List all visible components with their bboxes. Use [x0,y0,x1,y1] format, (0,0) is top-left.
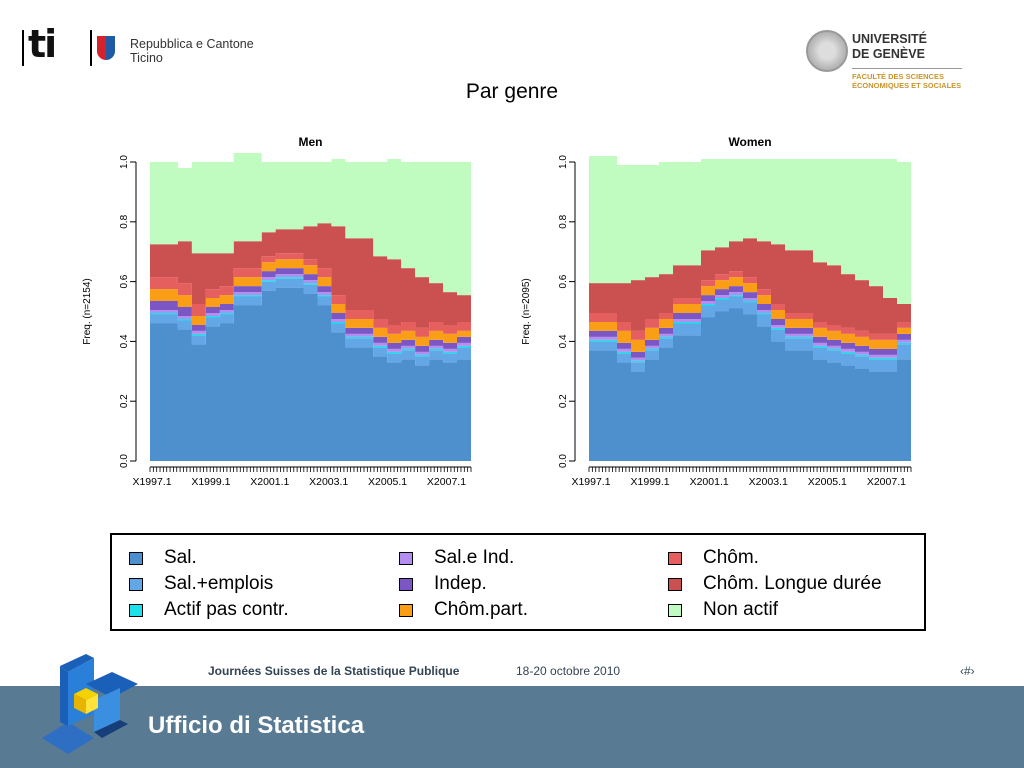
footer-date: 18-20 octobre 2010 [516,664,621,678]
men-area-chom-part [150,259,471,346]
men-y-tick-label: 0.2 [119,394,130,408]
legend-swatch [399,578,413,591]
legend-swatch [668,578,682,591]
women-area-sal-emplois [589,296,911,372]
men-area-actif-pas-contr [150,277,471,357]
men-area-sal [150,287,471,461]
men-area-chom-longue [150,223,471,328]
women-x-tick-label: X2005.1 [808,476,847,488]
footer-band [0,686,1024,768]
ticino-line2: Ticino [130,51,163,65]
women-area-sal [589,308,911,461]
unige-line4: ÉCONOMIQUES ET SOCIALES [852,81,962,90]
legend-label: Sal. [164,547,197,568]
charts-area: Men 0.0 0.2 0.4 0.6 0.8 1.0 Freq. (n=2154) X1997… [82,135,912,488]
women-x-tick-label: X2007.1 [867,476,906,488]
men-x-tick-label: X1997.1 [132,476,171,488]
women-x-tick-label: X2003.1 [749,476,788,488]
ticino-line1: Repubblica e Cantone [130,37,254,51]
logo-bar [22,30,24,66]
legend-swatch [399,604,413,617]
legend-swatch [399,552,413,565]
unige-faculty: FACULTÉ DES SCIENCES ÉCONOMIQUES ET SOCI… [852,72,961,90]
footer-page-number: ‹#› [960,664,975,678]
women-area-chom-longue [589,238,911,334]
women-area-indep [589,286,911,358]
legend-label: Chôm. Longue durée [703,573,882,594]
unige-seal-icon [806,30,848,72]
men-y-tick-label: 1.0 [119,155,130,169]
men-area-chom [150,253,471,337]
legend-swatch [129,578,143,591]
ustat-logo-icon [42,654,138,754]
men-y-tick-label: 0.8 [119,214,130,228]
legend-label: Non actif [703,599,778,620]
men-x-tick-label: X2007.1 [427,476,466,488]
legend-label: Actif pas contr. [164,599,289,620]
men-x-tick-label: X1999.1 [191,476,230,488]
legend-swatch [129,552,143,565]
women-area-non-actif [589,156,911,304]
ticino-shield-icon [97,36,115,60]
women-y-tick-label: 0.6 [558,274,569,288]
legend: Sal. Sal.+emplois Actif pas contr. Sal.e In… [110,533,926,631]
slide-title: Par genre [465,80,559,103]
women-y-tick-label: 1.0 [558,155,569,169]
men-chart-title: Men [299,135,323,149]
unige-rule [852,68,962,69]
ticino-logo-text: Repubblica e Cantone Ticino [130,37,254,65]
footer-conference: Journées Suisses de la Statistique Publi… [208,664,460,678]
legend-label: Chôm. [703,547,759,568]
legend-label: Chôm.part. [434,599,528,620]
unige-logo: UNIVERSITÉ DE GENÈVE FACULTÉ DES SCIENCE… [806,30,966,95]
logo-separator [90,30,92,66]
legend-label: Sal.e Ind. [434,547,515,568]
legend-swatch [668,552,682,565]
unige-line3: FACULTÉ DES SCIENCES [852,72,944,81]
men-y-axis-label: Freq. (n=2154) [82,278,93,344]
men-x-tick-label: X2003.1 [309,476,348,488]
legend-label: Sal.+emplois [164,573,274,594]
women-y-axis-label: Freq. (n=2095) [521,278,532,344]
women-x-tick-label: X1997.1 [571,476,610,488]
men-y-tick-label: 0.0 [119,454,130,468]
legend-label: Indep. [434,573,487,594]
men-y-tick-label: 0.6 [119,274,130,288]
women-x-tick-label: X1999.1 [631,476,670,488]
women-area-chom-part [589,277,911,352]
legend-swatch [129,604,143,617]
unige-line2: DE GENÈVE [852,47,925,61]
legend-swatch [668,604,682,617]
footer-office-name: Ufficio di Statistica [148,712,365,739]
men-area-sal-emplois [150,278,471,366]
men-area-non-actif [150,153,471,300]
women-x-tick-label: X2001.1 [690,476,729,488]
unige-line1: UNIVERSITÉ [852,32,928,46]
ti-mark: ti [28,22,57,66]
women-y-tick-label: 0.4 [558,334,569,348]
men-x-tick-label: X2005.1 [368,476,407,488]
unige-name: UNIVERSITÉ DE GENÈVE [852,32,927,62]
men-area-sal-e-ind [150,274,471,355]
men-x-tick-label: X2001.1 [250,476,289,488]
men-area-indep [150,268,471,352]
women-y-tick-label: 0.0 [558,454,569,468]
men-y-tick-label: 0.4 [119,334,130,348]
women-y-tick-label: 0.2 [558,394,569,408]
women-chart-title: Women [728,135,771,149]
women-y-tick-label: 0.8 [558,214,569,228]
